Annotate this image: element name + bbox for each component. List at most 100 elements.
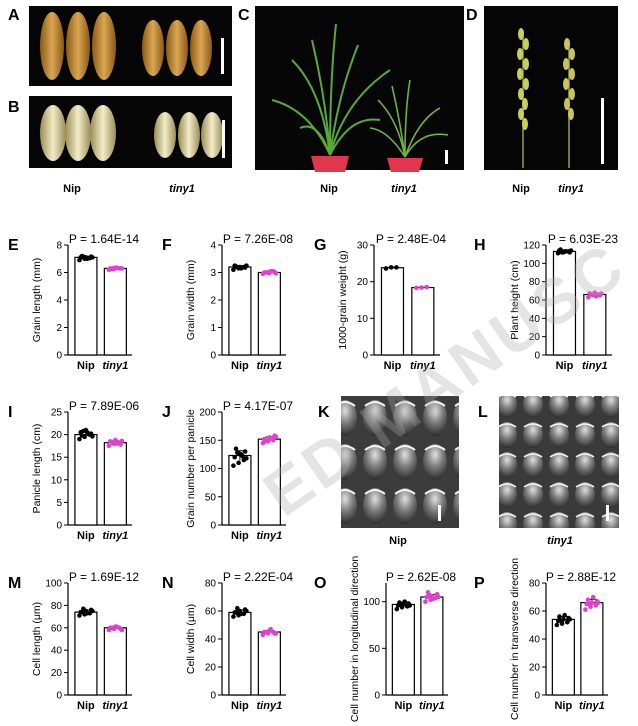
data-point-o bbox=[408, 603, 413, 608]
y-axis-label-o: Cell number in longitudinal direction bbox=[349, 556, 361, 723]
panel-letter-j: J bbox=[162, 404, 171, 421]
pot-tiny1 bbox=[387, 158, 423, 172]
category-label-p: Nip bbox=[554, 700, 572, 712]
y-tick-label-m: 20 bbox=[51, 668, 63, 679]
caption-ab-tiny1: tiny1 bbox=[169, 183, 195, 195]
data-point-i bbox=[110, 441, 115, 446]
y-tick-label-p: 40 bbox=[529, 635, 541, 646]
y-axis-label-i: Panicle length (cm) bbox=[31, 424, 43, 514]
data-point-f bbox=[244, 263, 249, 268]
caption-l-tiny1: tiny1 bbox=[547, 535, 573, 547]
panel-letter-e: E bbox=[8, 237, 19, 254]
bar-i-tiny1 bbox=[104, 443, 126, 525]
data-point-j bbox=[274, 435, 279, 440]
y-tick-label-i: 25 bbox=[51, 408, 63, 419]
y-tick-label-h: 100 bbox=[523, 259, 540, 270]
y-tick-label-h: 60 bbox=[529, 296, 541, 307]
y-tick-label-f: 0 bbox=[210, 351, 216, 362]
data-point-p bbox=[557, 614, 562, 619]
bar-h-tiny1 bbox=[584, 295, 606, 356]
caption-ab-nip: Nip bbox=[63, 183, 81, 195]
bar-e-nip bbox=[75, 257, 97, 355]
grains-tiny1-a bbox=[142, 20, 212, 76]
p-value-o: P = 2.62E-08 bbox=[386, 570, 456, 584]
data-point-f bbox=[274, 271, 279, 276]
y-tick-label-p: 0 bbox=[534, 691, 540, 702]
category-label-m: Nip bbox=[77, 700, 95, 712]
data-point-n bbox=[244, 609, 249, 614]
y-tick-label-o: 100 bbox=[363, 597, 380, 608]
data-point-j bbox=[240, 454, 245, 459]
p-value-h: P = 6.03E-23 bbox=[548, 232, 618, 246]
photo-c-plants bbox=[255, 6, 464, 170]
category-label-g: tiny1 bbox=[410, 360, 436, 372]
data-point-f bbox=[268, 269, 273, 274]
scale-bar-d bbox=[601, 98, 604, 164]
data-point-g bbox=[389, 265, 394, 270]
grains-nip-a bbox=[40, 12, 116, 80]
category-label-h: Nip bbox=[556, 360, 574, 372]
y-tick-label-h: 20 bbox=[529, 332, 541, 343]
y-axis-label-g: 1000-grain weight (g) bbox=[337, 250, 349, 349]
chart-n: 020406080Cell width (μm)P = 2.22E-04Nip t… bbox=[185, 570, 293, 712]
panel-letter-o: O bbox=[314, 575, 326, 592]
p-value-n: P = 2.22E-04 bbox=[223, 570, 293, 584]
data-point-p bbox=[558, 619, 563, 624]
y-tick-label-g: 30 bbox=[357, 241, 369, 252]
bar-m-tiny1 bbox=[104, 628, 126, 695]
caption-d-nip: Nip bbox=[512, 183, 530, 195]
y-tick-label-h: 120 bbox=[523, 241, 540, 252]
data-point-j bbox=[234, 446, 239, 451]
y-tick-label-n: 0 bbox=[210, 691, 216, 702]
data-point-i bbox=[116, 440, 121, 445]
data-point-p bbox=[586, 598, 591, 603]
bar-o-tiny1 bbox=[421, 597, 443, 695]
y-tick-label-i: 0 bbox=[56, 521, 62, 532]
data-point-i bbox=[90, 434, 95, 439]
panel-k bbox=[341, 396, 459, 528]
y-tick-label-n: 20 bbox=[205, 663, 217, 674]
category-label-g: Nip bbox=[384, 360, 402, 372]
data-point-f bbox=[235, 265, 240, 270]
category-label-f: tiny1 bbox=[257, 360, 283, 372]
data-point-o bbox=[402, 599, 407, 604]
data-point-p bbox=[568, 617, 573, 622]
panel-a: A bbox=[8, 6, 232, 86]
y-tick-label-o: 0 bbox=[374, 691, 380, 702]
data-point-f bbox=[239, 266, 244, 271]
bar-e-tiny1 bbox=[104, 268, 126, 355]
data-point-p bbox=[596, 600, 601, 605]
data-point-m bbox=[114, 624, 119, 629]
data-point-h bbox=[569, 248, 574, 253]
panel-letter-i: I bbox=[8, 404, 12, 421]
pot-nip bbox=[311, 156, 349, 172]
data-point-j bbox=[232, 455, 237, 460]
bar-p-tiny1 bbox=[581, 603, 603, 695]
sem-image-nip bbox=[341, 396, 459, 528]
scale-bar-k bbox=[438, 505, 441, 521]
category-label-f: Nip bbox=[231, 360, 249, 372]
y-axis-label-n: Cell width (μm) bbox=[185, 604, 197, 674]
chart-o: 050100Cell number in longitudinal direct… bbox=[349, 556, 456, 723]
y-tick-label-e: 2 bbox=[56, 323, 62, 334]
y-tick-label-g: 10 bbox=[357, 314, 369, 325]
p-value-i: P = 7.89E-06 bbox=[69, 399, 139, 413]
y-axis-label-p: Cell number in transverse direction bbox=[509, 558, 521, 720]
data-point-m bbox=[81, 606, 86, 611]
data-point-g bbox=[384, 266, 389, 271]
panel-letter-m: M bbox=[8, 575, 21, 592]
category-label-h: tiny1 bbox=[582, 360, 608, 372]
panel-letter-p: P bbox=[474, 575, 485, 592]
scale-bar-c bbox=[445, 150, 448, 164]
data-point-i bbox=[86, 432, 91, 437]
scale-bar-l bbox=[606, 505, 609, 521]
data-point-e bbox=[90, 255, 95, 260]
panel-letter-d: D bbox=[466, 7, 478, 24]
data-point-n bbox=[231, 614, 236, 619]
data-point-j bbox=[243, 449, 248, 454]
y-tick-label-p: 60 bbox=[529, 607, 541, 618]
y-tick-label-f: 2 bbox=[210, 296, 216, 307]
scale-bar-a bbox=[221, 38, 224, 74]
y-tick-label-i: 5 bbox=[56, 498, 62, 509]
y-axis-label-h: Plant height (cm) bbox=[509, 260, 521, 339]
